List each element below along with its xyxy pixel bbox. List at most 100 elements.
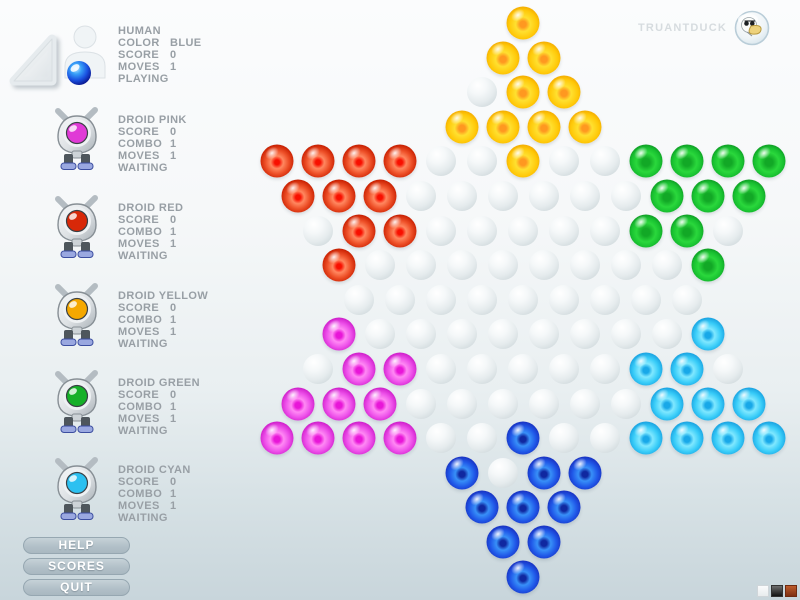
board-hole[interactable] <box>590 423 620 454</box>
marble-yellow[interactable] <box>506 75 540 109</box>
board-hole[interactable] <box>610 319 641 350</box>
marble-green[interactable] <box>732 179 765 213</box>
board-hole[interactable] <box>508 284 538 315</box>
marble-cyan[interactable] <box>670 421 704 455</box>
board-hole[interactable] <box>549 284 579 315</box>
marble-magenta[interactable] <box>342 421 376 455</box>
marble-magenta[interactable] <box>322 317 355 351</box>
marble-cyan[interactable] <box>732 387 765 421</box>
board-hole[interactable] <box>487 457 518 488</box>
board-hole[interactable] <box>528 250 559 281</box>
board-hole[interactable] <box>303 354 333 384</box>
board-hole[interactable] <box>569 250 600 281</box>
marble-yellow[interactable] <box>445 110 478 144</box>
marble-cyan[interactable] <box>670 352 704 386</box>
board-hole[interactable] <box>446 181 477 211</box>
board-hole[interactable] <box>426 215 456 246</box>
marble-cyan[interactable] <box>691 317 724 351</box>
board-hole[interactable] <box>467 284 497 315</box>
board-hole[interactable] <box>590 284 620 315</box>
marble-blue[interactable] <box>465 490 499 524</box>
marble-blue[interactable] <box>506 490 540 524</box>
board-hole[interactable] <box>487 250 518 281</box>
board-hole[interactable] <box>569 319 600 350</box>
marble-green[interactable] <box>752 144 786 178</box>
marble-blue[interactable] <box>486 525 519 559</box>
scores-button[interactable]: SCORES <box>23 558 130 575</box>
board-hole[interactable] <box>713 354 743 384</box>
board-hole[interactable] <box>631 284 661 315</box>
board-hole[interactable] <box>549 423 579 454</box>
board-hole[interactable] <box>467 423 497 454</box>
board-hole[interactable] <box>426 146 456 177</box>
help-button[interactable]: HELP <box>23 537 130 554</box>
marble-yellow[interactable] <box>486 41 519 75</box>
marble-yellow[interactable] <box>527 41 560 75</box>
marble-cyan[interactable] <box>650 387 683 421</box>
board-hole[interactable] <box>487 319 518 350</box>
board-hole[interactable] <box>426 284 456 315</box>
board-hole[interactable] <box>528 388 559 419</box>
marble-cyan[interactable] <box>711 421 745 455</box>
marble-magenta[interactable] <box>260 421 294 455</box>
board-hole[interactable] <box>405 250 436 281</box>
board-hole[interactable] <box>364 250 395 281</box>
marble-blue[interactable] <box>506 560 540 594</box>
marble-blue[interactable] <box>506 421 540 455</box>
marble-green[interactable] <box>711 144 745 178</box>
marble-blue[interactable] <box>568 456 601 490</box>
board-hole[interactable] <box>446 388 477 419</box>
marble-magenta[interactable] <box>342 352 376 386</box>
marble-yellow[interactable] <box>506 6 540 40</box>
marble-magenta[interactable] <box>301 421 335 455</box>
marble-cyan[interactable] <box>629 421 663 455</box>
marble-red[interactable] <box>342 144 376 178</box>
board-hole[interactable] <box>405 181 436 211</box>
marble-red[interactable] <box>322 248 355 282</box>
board-hole[interactable] <box>610 250 641 281</box>
marble-magenta[interactable] <box>383 421 417 455</box>
back-triangle-button[interactable] <box>8 31 62 96</box>
marble-green[interactable] <box>691 179 724 213</box>
board-hole[interactable] <box>405 319 436 350</box>
board-hole[interactable] <box>549 215 579 246</box>
marble-red[interactable] <box>383 214 417 248</box>
board-hole[interactable] <box>610 388 641 419</box>
marble-blue[interactable] <box>527 525 560 559</box>
board-hole[interactable] <box>569 181 600 211</box>
board-hole[interactable] <box>385 284 415 315</box>
board-hole[interactable] <box>405 388 436 419</box>
board-hole[interactable] <box>467 77 497 108</box>
marble-yellow[interactable] <box>486 110 519 144</box>
marble-red[interactable] <box>383 144 417 178</box>
board-hole[interactable] <box>446 250 477 281</box>
board-hole[interactable] <box>508 354 538 384</box>
board-hole[interactable] <box>303 215 333 246</box>
board-hole[interactable] <box>651 250 682 281</box>
marble-green[interactable] <box>629 144 663 178</box>
marble-red[interactable] <box>301 144 335 178</box>
marble-cyan[interactable] <box>629 352 663 386</box>
marble-red[interactable] <box>260 144 294 178</box>
board-hole[interactable] <box>467 215 497 246</box>
swatch-white[interactable] <box>757 585 769 597</box>
board-hole[interactable] <box>426 354 456 384</box>
swatch-orange[interactable] <box>785 585 797 597</box>
board-hole[interactable] <box>446 319 477 350</box>
quit-button[interactable]: QUIT <box>23 579 130 596</box>
board-hole[interactable] <box>528 181 559 211</box>
marble-red[interactable] <box>363 179 396 213</box>
board-hole[interactable] <box>713 215 743 246</box>
marble-red[interactable] <box>322 179 355 213</box>
board-hole[interactable] <box>569 388 600 419</box>
board-hole[interactable] <box>467 146 497 177</box>
swatch-black[interactable] <box>771 585 783 597</box>
marble-green[interactable] <box>670 144 704 178</box>
marble-cyan[interactable] <box>691 387 724 421</box>
marble-green[interactable] <box>650 179 683 213</box>
marble-yellow[interactable] <box>547 75 581 109</box>
board-hole[interactable] <box>590 146 620 177</box>
board-hole[interactable] <box>610 181 641 211</box>
board-hole[interactable] <box>651 319 682 350</box>
board-hole[interactable] <box>590 215 620 246</box>
